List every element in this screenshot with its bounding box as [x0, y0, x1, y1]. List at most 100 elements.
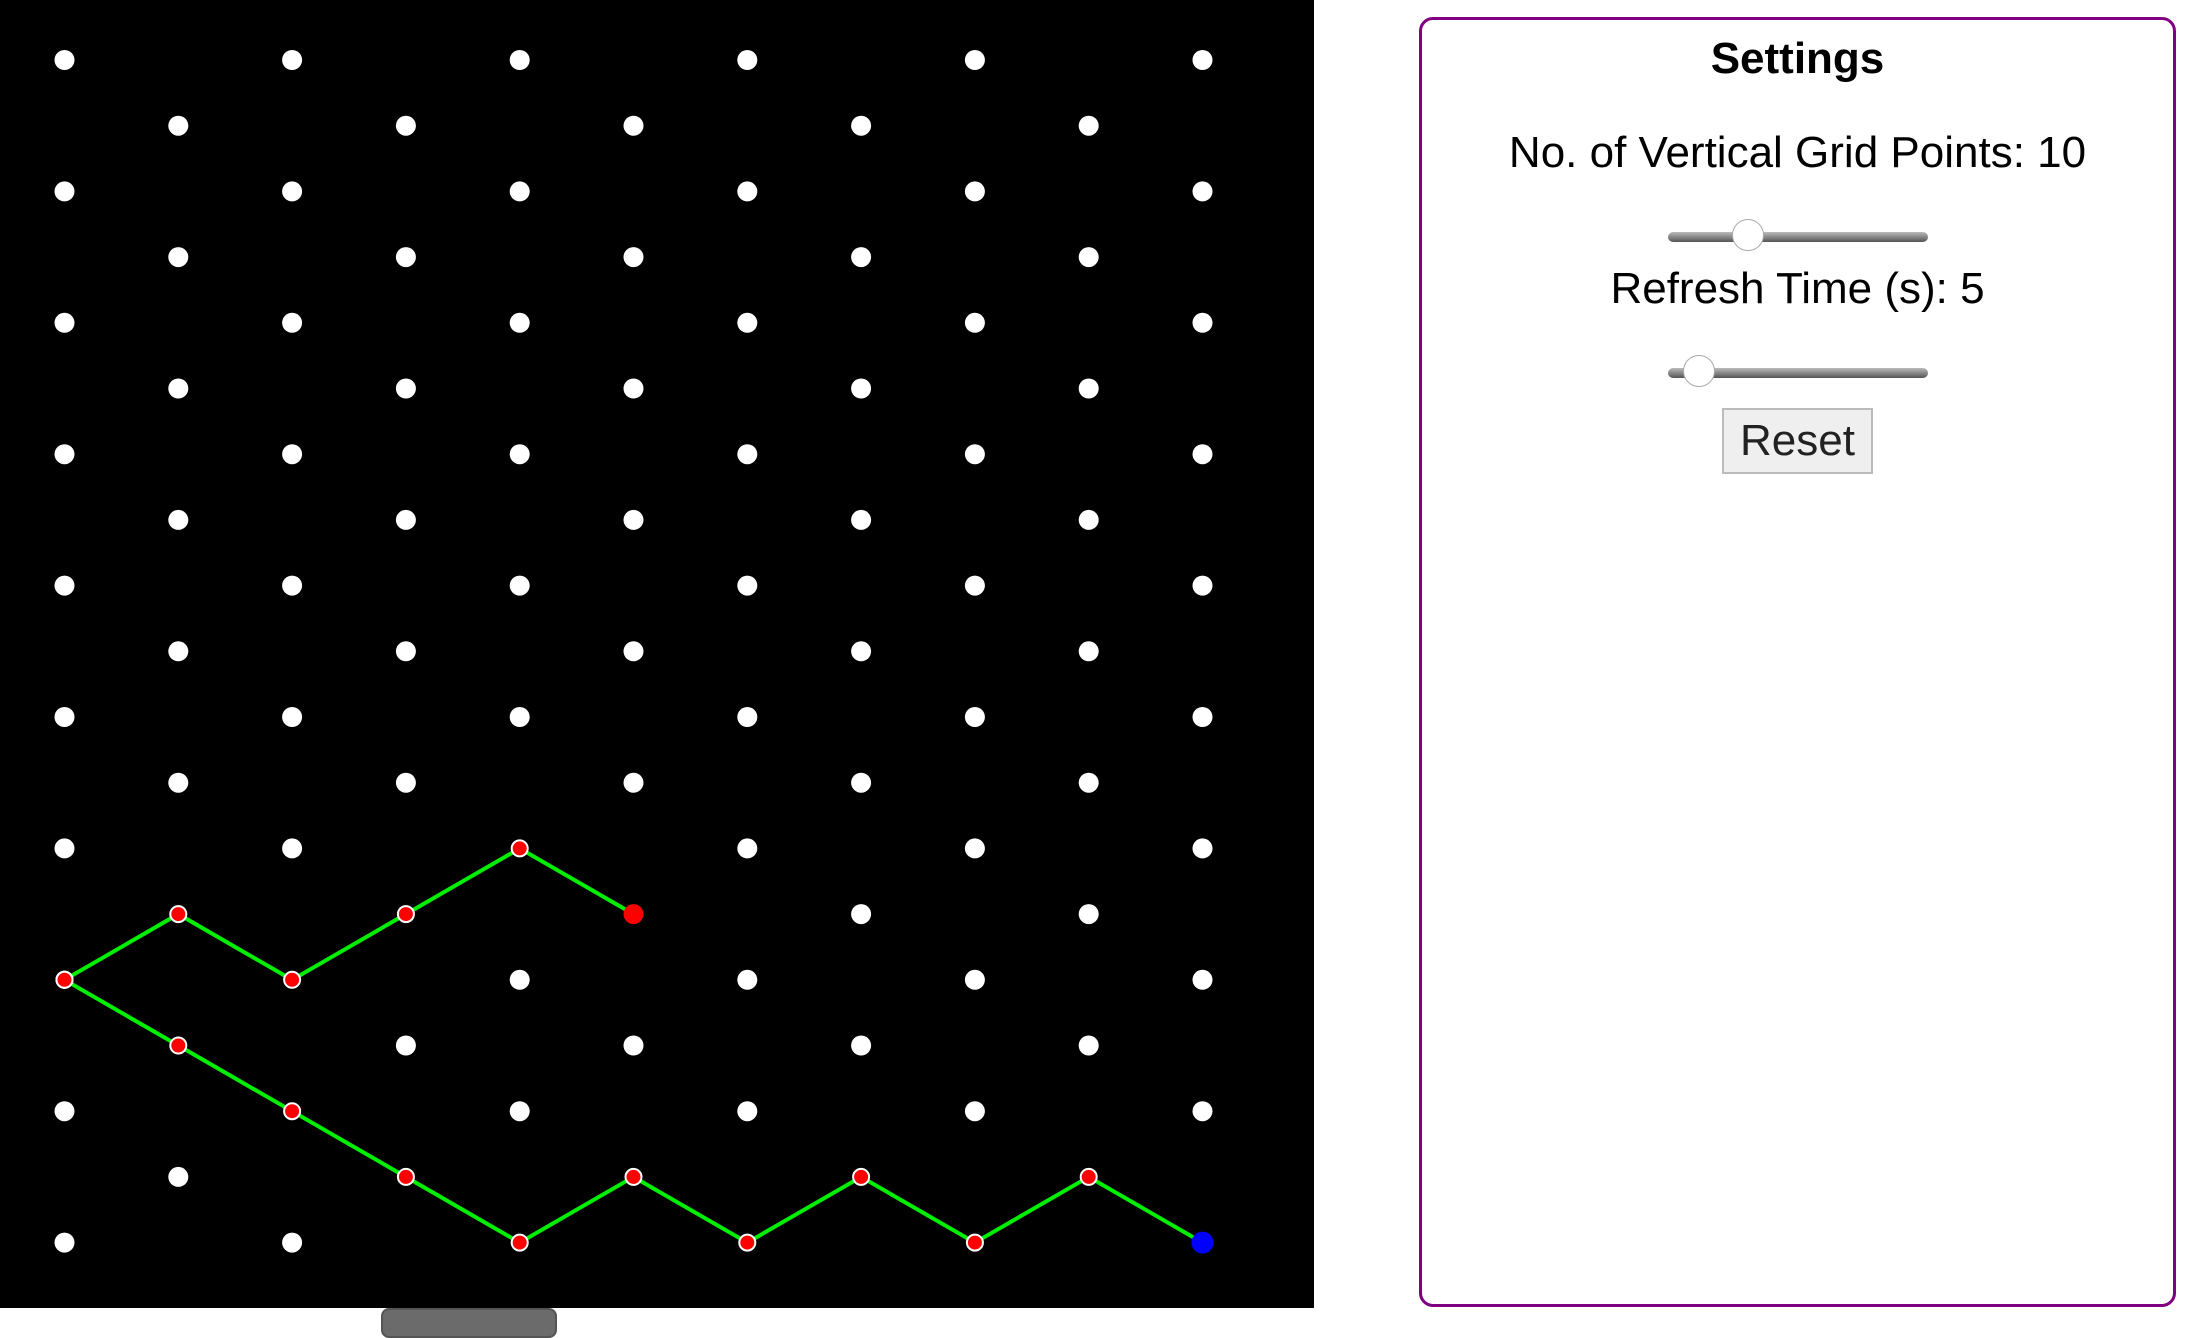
- path-start-node: [55, 970, 74, 989]
- grid-point: [623, 772, 644, 793]
- grid-point: [737, 969, 758, 990]
- grid-point: [54, 575, 75, 596]
- grid-point: [282, 1232, 303, 1253]
- grid-point: [54, 444, 75, 465]
- path-node: [169, 905, 188, 924]
- grid-point: [168, 772, 189, 793]
- grid-point: [395, 1035, 416, 1056]
- grid-point: [623, 115, 644, 136]
- grid-point: [509, 575, 530, 596]
- grid-point: [737, 1101, 758, 1122]
- grid-point: [168, 115, 189, 136]
- grid-point: [737, 50, 758, 70]
- vertical-grid-points-label: No. of Vertical Grid Points: 10: [1508, 128, 2087, 177]
- grid-point: [964, 1101, 985, 1122]
- grid-point: [282, 181, 303, 202]
- grid-point: [1192, 1101, 1213, 1122]
- grid-point: [1192, 838, 1213, 859]
- grid-point: [509, 50, 530, 70]
- refresh-time-label: Refresh Time (s): 5: [1610, 264, 1985, 313]
- grid-point: [623, 247, 644, 268]
- grid-point: [395, 115, 416, 136]
- path-node: [852, 1167, 871, 1186]
- path-node: [510, 1233, 529, 1252]
- path-node: [283, 1102, 302, 1121]
- path-node: [738, 1233, 757, 1252]
- grid-point: [964, 575, 985, 596]
- path-node: [510, 839, 529, 858]
- reset-button[interactable]: Reset: [1722, 408, 1873, 474]
- path-line: [63, 846, 635, 983]
- grid-point: [395, 509, 416, 530]
- path-node: [965, 1233, 984, 1252]
- path-node: [396, 1167, 415, 1186]
- path-end-point: [623, 904, 644, 925]
- grid-point: [54, 1101, 75, 1122]
- grid-point: [54, 50, 75, 70]
- settings-title: Settings: [1710, 34, 1885, 83]
- grid-point: [1192, 444, 1213, 465]
- grid-point: [1078, 904, 1099, 925]
- grid-point: [851, 772, 872, 793]
- grid-point: [168, 509, 189, 530]
- bottom-button[interactable]: [381, 1308, 557, 1338]
- grid-point: [1078, 115, 1099, 136]
- grid-point: [964, 444, 985, 465]
- grid-point: [1192, 707, 1213, 727]
- grid-point: [168, 378, 189, 399]
- grid-point: [509, 707, 530, 727]
- grid-point: [54, 181, 75, 202]
- path-node: [396, 905, 415, 924]
- grid-point: [1078, 509, 1099, 530]
- grid-point: [282, 312, 303, 333]
- grid-point: [282, 707, 303, 727]
- grid-svg: [54, 50, 1214, 1254]
- slider-thumb[interactable]: [1682, 355, 1715, 387]
- grid-point: [1078, 247, 1099, 268]
- grid-point: [509, 969, 530, 990]
- path-node: [1079, 1167, 1098, 1186]
- grid-point: [54, 1232, 75, 1253]
- grid-point: [1078, 378, 1099, 399]
- grid-point: [964, 312, 985, 333]
- grid-point: [1078, 641, 1099, 662]
- grid-point: [964, 707, 985, 727]
- grid-point: [1192, 181, 1213, 202]
- grid-point: [964, 969, 985, 990]
- refresh-time-slider[interactable]: [1667, 355, 1928, 387]
- grid-point: [737, 575, 758, 596]
- grid-point: [282, 838, 303, 859]
- grid-point: [509, 312, 530, 333]
- grid-canvas[interactable]: [0, 0, 1314, 1308]
- grid-point: [737, 181, 758, 202]
- grid-point: [54, 312, 75, 333]
- grid-point: [964, 50, 985, 70]
- grid-point: [282, 50, 303, 70]
- grid-point: [395, 378, 416, 399]
- grid-point: [737, 312, 758, 333]
- path-node: [283, 970, 302, 989]
- grid-point: [54, 707, 75, 727]
- slider-thumb[interactable]: [1732, 219, 1765, 251]
- path-line: [63, 978, 1204, 1245]
- grid-point: [623, 641, 644, 662]
- grid-point: [964, 838, 985, 859]
- grid-point: [1192, 575, 1213, 596]
- grid-point: [1192, 969, 1213, 990]
- grid-point: [851, 115, 872, 136]
- grid-point: [282, 575, 303, 596]
- grid-point: [1078, 1035, 1099, 1056]
- grid-point: [851, 641, 872, 662]
- grid-point: [168, 247, 189, 268]
- grid-point: [282, 444, 303, 465]
- grid-point: [623, 378, 644, 399]
- grid-point: [395, 247, 416, 268]
- grid-point: [168, 1166, 189, 1187]
- vertical-grid-points-slider[interactable]: [1667, 219, 1928, 251]
- grid-point: [851, 1035, 872, 1056]
- grid-point: [623, 1035, 644, 1056]
- grid-point: [395, 641, 416, 662]
- grid-point: [168, 641, 189, 662]
- path-node: [624, 1167, 643, 1186]
- target-point: [1191, 1231, 1214, 1254]
